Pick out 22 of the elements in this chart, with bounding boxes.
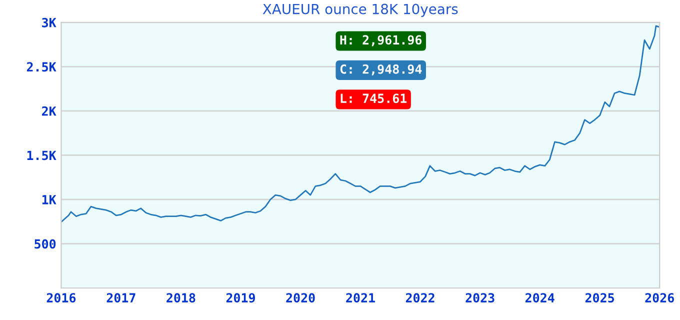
x-tick-label: 2025 bbox=[585, 293, 614, 303]
y-tick-label: 1K bbox=[42, 195, 56, 204]
y-tick-label: 500 bbox=[34, 239, 56, 249]
line-series bbox=[61, 25, 660, 223]
y-tick-label: 2K bbox=[42, 106, 56, 116]
x-tick-label: 2020 bbox=[286, 293, 315, 303]
annotation: C: 2,948.94 bbox=[340, 64, 422, 76]
annotation: H: 2,961.96 bbox=[340, 35, 422, 46]
x-tick-label: 2026 bbox=[645, 293, 674, 303]
x-tick-label: 2024 bbox=[526, 293, 554, 303]
annotation: L: 745.61 bbox=[340, 94, 407, 104]
chart-title: XAUEUR ounce 18K 10years bbox=[262, 4, 458, 17]
y-tick-label: 1.5K bbox=[27, 150, 56, 160]
x-tick-label: 2022 bbox=[406, 293, 434, 303]
x-tick-label: 2016 bbox=[46, 293, 76, 303]
x-tick-label: 2018 bbox=[166, 293, 196, 303]
x-tick-label: 2023 bbox=[466, 293, 494, 303]
x-tick-label: 2017 bbox=[106, 293, 136, 303]
y-tick-label: 3K bbox=[42, 18, 56, 28]
x-tick-label: 2021 bbox=[346, 293, 375, 303]
y-tick-label: 2.5K bbox=[26, 62, 56, 72]
x-tick-label: 2019 bbox=[226, 293, 255, 303]
